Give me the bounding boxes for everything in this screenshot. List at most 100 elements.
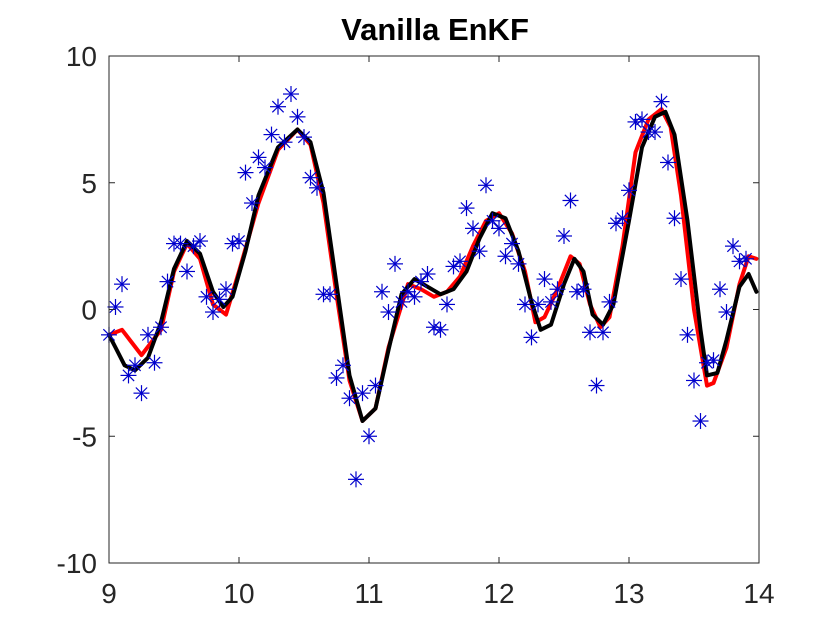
observation-marker (172, 235, 189, 252)
chart-title: Vanilla EnKF (341, 12, 529, 47)
observation-marker (660, 154, 676, 171)
observation-marker (211, 291, 228, 308)
observation-marker (380, 304, 397, 321)
observation-marker (549, 281, 566, 298)
observation-marker (465, 220, 481, 237)
observation-marker (530, 296, 546, 313)
observation-marker (699, 354, 715, 371)
tick-layer: 9 10 11 12 13 14 10 5 0 -5 -10 (57, 41, 775, 609)
observation-marker (302, 169, 319, 186)
y-tick-label: 0 (81, 295, 97, 326)
observation-marker (231, 233, 247, 250)
observation-marker (575, 281, 592, 298)
observation-marker (653, 93, 670, 110)
observation-marker (621, 182, 637, 199)
observation-marker (497, 248, 514, 265)
observation-marker (634, 111, 650, 128)
estimate-line (107, 109, 759, 423)
observation-marker (686, 372, 702, 389)
observation-marker (601, 293, 618, 310)
observation-marker (257, 159, 273, 176)
observation-marker (179, 263, 195, 280)
observation-marker (452, 253, 468, 270)
observation-marker (218, 281, 234, 298)
y-tick-label: -5 (72, 421, 97, 452)
observation-marker (296, 129, 312, 146)
observation-marker (192, 233, 208, 250)
observation-marker (439, 296, 455, 313)
observation-marker (458, 200, 475, 217)
observation-marker (725, 238, 741, 255)
observation-marker (445, 258, 462, 275)
observation-marker (738, 250, 754, 267)
x-tick-label: 11 (354, 578, 383, 609)
observation-marker (361, 428, 377, 445)
observation-marker (491, 220, 507, 237)
observation-marker (510, 255, 527, 272)
observation-marker (718, 304, 735, 321)
observation-marker (614, 210, 631, 227)
y-tick-label: -10 (57, 548, 97, 579)
observation-marker (354, 385, 371, 402)
observation-marker (328, 369, 345, 386)
observation-marker (270, 98, 286, 115)
observation-marker (731, 253, 748, 270)
x-tick-label: 14 (743, 578, 774, 609)
observation-marker (569, 283, 585, 300)
observation-marker (400, 283, 416, 300)
observation-marker (263, 126, 280, 143)
observation-marker (523, 329, 540, 346)
observation-marker (322, 286, 338, 303)
observation-marker (536, 271, 553, 288)
observation-marker (387, 255, 403, 272)
observation-marker (406, 288, 423, 305)
observation-marker (432, 321, 449, 338)
observation-marker (140, 326, 156, 343)
series-layer (101, 86, 759, 488)
observation-marker (276, 134, 293, 151)
observation-marker (127, 357, 143, 374)
observation-marker (367, 377, 384, 394)
observation-marker (419, 266, 436, 283)
observation-marker (666, 210, 683, 227)
y-tick-label: 5 (81, 168, 97, 199)
y-tick-label: 10 (66, 41, 97, 72)
observation-marker (374, 283, 390, 300)
observation-marker (309, 179, 325, 196)
observation-marker (705, 352, 722, 369)
observation-marker (289, 108, 306, 125)
observation-marker (588, 377, 605, 394)
observation-marker (556, 227, 572, 244)
observation-marker (595, 324, 611, 341)
x-tick-label: 10 (223, 578, 254, 609)
observation-marker (283, 86, 299, 103)
observation-marker (647, 124, 663, 141)
observation-marker (504, 235, 520, 252)
x-tick-label: 12 (483, 578, 514, 609)
observation-marker (146, 354, 163, 371)
observation-marker (348, 471, 364, 488)
observation-marker (153, 319, 169, 336)
observation-marker (471, 243, 488, 260)
observation-marker (426, 319, 442, 336)
observation-marker (250, 149, 267, 166)
observation-marker (120, 367, 137, 384)
observation-marker (692, 413, 709, 430)
x-tick-label: 9 (101, 578, 117, 609)
observation-marker (562, 192, 579, 209)
observation-marker (224, 235, 241, 252)
observation-marker (627, 113, 644, 130)
observation-marker (335, 357, 351, 374)
observation-marker (673, 271, 689, 288)
observation-marker (159, 273, 176, 290)
observation-marker (107, 298, 124, 315)
observation-marker (478, 177, 494, 194)
observation-marker (413, 273, 429, 290)
observation-marker (133, 385, 150, 402)
observation-marker (198, 288, 215, 305)
observation-marker (114, 276, 130, 293)
observation-marker (244, 195, 260, 212)
observation-marker (679, 326, 696, 343)
observation-marker (484, 212, 501, 229)
